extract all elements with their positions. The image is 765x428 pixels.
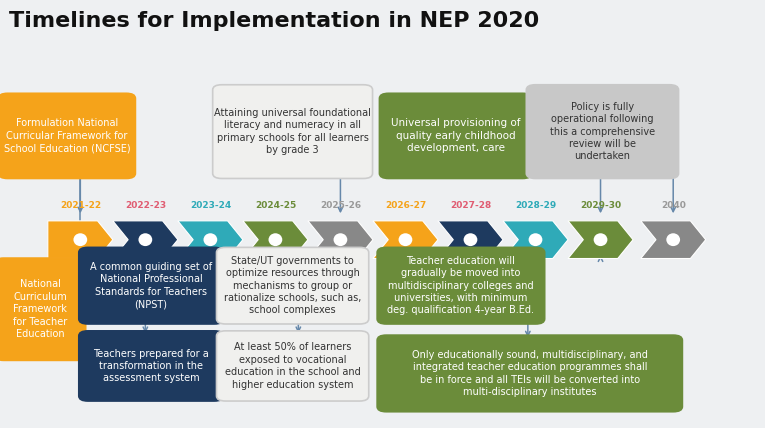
Polygon shape	[177, 221, 243, 259]
Ellipse shape	[269, 233, 282, 246]
Text: 2029-30: 2029-30	[580, 201, 621, 210]
Ellipse shape	[529, 233, 542, 246]
Text: 2025-26: 2025-26	[320, 201, 361, 210]
Text: Universal provisioning of
quality early childhood
development, care: Universal provisioning of quality early …	[391, 119, 520, 153]
Ellipse shape	[138, 233, 152, 246]
FancyBboxPatch shape	[0, 258, 86, 360]
FancyBboxPatch shape	[79, 331, 223, 401]
Text: 2021-22: 2021-22	[60, 201, 101, 210]
Ellipse shape	[666, 233, 680, 246]
FancyBboxPatch shape	[377, 247, 545, 324]
Polygon shape	[308, 221, 373, 259]
Text: At least 50% of learners
exposed to vocational
education in the school and
highe: At least 50% of learners exposed to voca…	[225, 342, 360, 389]
Text: Teachers prepared for a
transformation in the
assessment system: Teachers prepared for a transformation i…	[93, 348, 209, 383]
Text: Policy is fully
operational following
this a comprehensive
review will be
undert: Policy is fully operational following th…	[550, 102, 655, 161]
Text: 2027-28: 2027-28	[450, 201, 491, 210]
Ellipse shape	[399, 233, 412, 246]
FancyBboxPatch shape	[379, 93, 532, 178]
Text: Formulation National
Curricular Framework for
School Education (NCFSE): Formulation National Curricular Framewor…	[4, 119, 130, 153]
FancyBboxPatch shape	[79, 247, 223, 324]
FancyBboxPatch shape	[213, 85, 373, 178]
Ellipse shape	[73, 233, 87, 246]
Text: National
Curriculum
Framework
for Teacher
Education: National Curriculum Framework for Teache…	[13, 279, 67, 339]
Text: 2023-24: 2023-24	[190, 201, 231, 210]
Ellipse shape	[203, 233, 217, 246]
Polygon shape	[568, 221, 633, 259]
FancyBboxPatch shape	[0, 93, 135, 178]
Text: 2026-27: 2026-27	[385, 201, 426, 210]
FancyBboxPatch shape	[216, 331, 369, 401]
FancyBboxPatch shape	[377, 335, 682, 412]
Text: 2022-23: 2022-23	[125, 201, 166, 210]
Text: 2024-25: 2024-25	[255, 201, 296, 210]
Text: Timelines for Implementation in NEP 2020: Timelines for Implementation in NEP 2020	[9, 11, 539, 31]
Polygon shape	[640, 221, 705, 259]
Polygon shape	[438, 221, 503, 259]
Ellipse shape	[464, 233, 477, 246]
Ellipse shape	[594, 233, 607, 246]
Text: Attaining universal foundational
literacy and numeracy in all
primary schools fo: Attaining universal foundational literac…	[214, 108, 371, 155]
Text: Teacher education will
gradually be moved into
multidisciplinary colleges and
un: Teacher education will gradually be move…	[387, 256, 535, 315]
Text: State/UT governments to
optimize resources through
mechanisms to group or
ration: State/UT governments to optimize resourc…	[224, 256, 361, 315]
Ellipse shape	[334, 233, 347, 246]
Polygon shape	[113, 221, 177, 259]
Text: 2040: 2040	[661, 201, 685, 210]
Polygon shape	[503, 221, 568, 259]
Text: Only educationally sound, multidisciplinary, and
integrated teacher education pr: Only educationally sound, multidisciplin…	[412, 350, 648, 397]
FancyBboxPatch shape	[526, 85, 679, 178]
FancyBboxPatch shape	[216, 247, 369, 324]
Polygon shape	[47, 221, 113, 259]
Text: 2028-29: 2028-29	[515, 201, 556, 210]
Polygon shape	[243, 221, 308, 259]
Text: A common guiding set of
National Professional
Standards for Teachers
(NPST): A common guiding set of National Profess…	[90, 262, 212, 309]
Polygon shape	[373, 221, 438, 259]
